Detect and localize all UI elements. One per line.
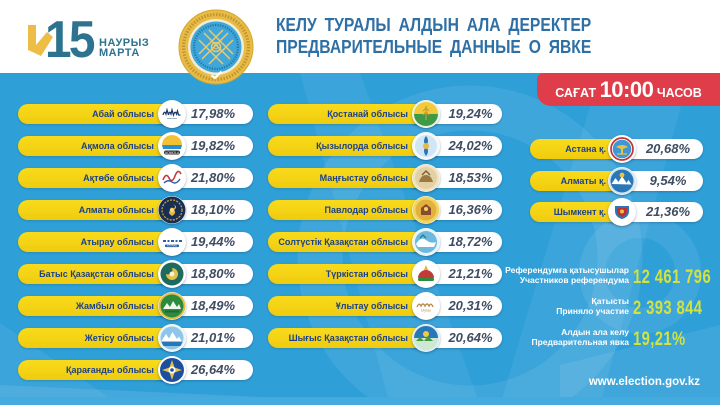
svg-text:AQMOLA: AQMOLA [165, 151, 180, 155]
svg-text:ATYRAU: ATYRAU [167, 244, 177, 248]
svg-text:Ulytau: Ulytau [421, 309, 431, 313]
